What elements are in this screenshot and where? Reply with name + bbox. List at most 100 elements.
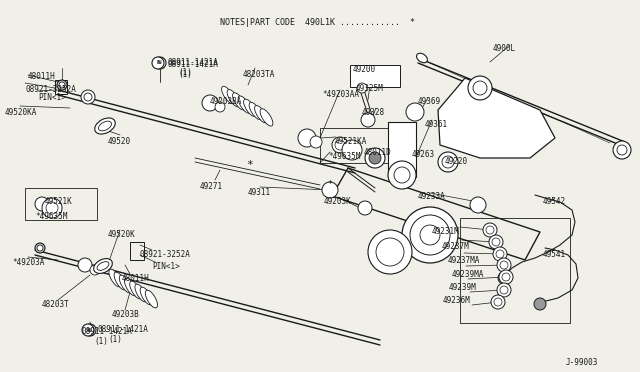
Text: 49239MA: 49239MA bbox=[452, 270, 484, 279]
Ellipse shape bbox=[255, 106, 268, 123]
Bar bbox=[388, 122, 416, 177]
Text: 49520KA: 49520KA bbox=[5, 108, 37, 117]
Circle shape bbox=[500, 261, 508, 269]
Circle shape bbox=[388, 161, 416, 189]
Text: PIN<1>: PIN<1> bbox=[38, 93, 66, 102]
Text: 08911-1421A: 08911-1421A bbox=[168, 60, 219, 69]
Text: 49271: 49271 bbox=[200, 182, 223, 191]
Circle shape bbox=[84, 324, 96, 336]
Circle shape bbox=[369, 152, 381, 164]
Ellipse shape bbox=[145, 290, 157, 308]
Text: 49203K: 49203K bbox=[324, 197, 352, 206]
Text: (1): (1) bbox=[178, 68, 192, 77]
Text: 08921-3252A: 08921-3252A bbox=[25, 85, 76, 94]
Text: 48011H: 48011H bbox=[122, 274, 150, 283]
Ellipse shape bbox=[227, 90, 240, 107]
Ellipse shape bbox=[125, 278, 137, 296]
Text: *49635M: *49635M bbox=[328, 152, 360, 161]
Circle shape bbox=[59, 82, 65, 88]
Text: 49263: 49263 bbox=[412, 150, 435, 159]
Ellipse shape bbox=[93, 259, 113, 273]
Polygon shape bbox=[438, 78, 555, 158]
Text: 49200: 49200 bbox=[353, 65, 376, 74]
Text: 49521KA: 49521KA bbox=[335, 137, 367, 146]
Circle shape bbox=[496, 250, 504, 258]
Circle shape bbox=[402, 207, 458, 263]
Text: *: * bbox=[328, 180, 333, 189]
Text: 49520: 49520 bbox=[108, 137, 131, 146]
Circle shape bbox=[84, 93, 92, 101]
Text: 08921-3252A: 08921-3252A bbox=[140, 250, 191, 259]
Ellipse shape bbox=[99, 121, 111, 131]
Bar bbox=[460, 218, 570, 323]
Text: 49239M: 49239M bbox=[449, 283, 477, 292]
Circle shape bbox=[335, 140, 345, 150]
Circle shape bbox=[376, 238, 404, 266]
Text: N: N bbox=[158, 61, 162, 65]
Circle shape bbox=[37, 245, 43, 251]
Circle shape bbox=[613, 141, 631, 159]
Bar bbox=[320, 128, 400, 163]
Circle shape bbox=[361, 113, 375, 127]
Circle shape bbox=[357, 83, 367, 93]
Text: (1): (1) bbox=[178, 70, 192, 79]
Circle shape bbox=[342, 140, 362, 160]
Text: 4900L: 4900L bbox=[493, 44, 516, 53]
Circle shape bbox=[493, 247, 507, 261]
Circle shape bbox=[332, 137, 348, 153]
Bar bbox=[130, 242, 144, 260]
Text: (1): (1) bbox=[94, 337, 108, 346]
Circle shape bbox=[154, 57, 166, 69]
Circle shape bbox=[42, 198, 62, 218]
Ellipse shape bbox=[95, 118, 115, 134]
Text: 48011D: 48011D bbox=[364, 148, 392, 157]
Circle shape bbox=[82, 324, 94, 336]
Text: 49311: 49311 bbox=[248, 188, 271, 197]
Circle shape bbox=[498, 272, 510, 284]
Circle shape bbox=[406, 103, 424, 121]
Circle shape bbox=[497, 283, 511, 297]
Text: 49521K: 49521K bbox=[45, 197, 73, 206]
Ellipse shape bbox=[221, 86, 234, 104]
Text: 49325M: 49325M bbox=[356, 84, 384, 93]
Bar bbox=[55, 80, 67, 94]
Circle shape bbox=[491, 295, 505, 309]
Text: 49542: 49542 bbox=[543, 197, 566, 206]
Ellipse shape bbox=[260, 109, 273, 126]
Ellipse shape bbox=[109, 269, 121, 287]
Text: (1): (1) bbox=[108, 335, 122, 344]
Circle shape bbox=[202, 95, 218, 111]
Circle shape bbox=[35, 243, 45, 253]
Text: N: N bbox=[86, 327, 90, 333]
Circle shape bbox=[358, 201, 372, 215]
Circle shape bbox=[486, 226, 494, 234]
Ellipse shape bbox=[119, 275, 131, 293]
Bar bbox=[350, 65, 400, 87]
Ellipse shape bbox=[97, 262, 109, 270]
Text: PIN<1>: PIN<1> bbox=[152, 262, 180, 271]
Text: 49369: 49369 bbox=[418, 97, 441, 106]
Circle shape bbox=[365, 148, 385, 168]
Circle shape bbox=[499, 270, 513, 284]
Text: N: N bbox=[156, 61, 160, 65]
Circle shape bbox=[57, 80, 67, 90]
Text: 08911-1421A: 08911-1421A bbox=[98, 325, 149, 334]
Circle shape bbox=[322, 182, 338, 198]
Ellipse shape bbox=[238, 96, 251, 113]
Circle shape bbox=[298, 129, 316, 147]
Text: 49237MA: 49237MA bbox=[448, 256, 481, 265]
Circle shape bbox=[492, 238, 500, 246]
Circle shape bbox=[473, 81, 487, 95]
Circle shape bbox=[617, 145, 627, 155]
Text: 49237M: 49237M bbox=[442, 242, 470, 251]
Ellipse shape bbox=[249, 102, 262, 120]
Text: 08911-1421A: 08911-1421A bbox=[82, 327, 133, 336]
Text: *49203A: *49203A bbox=[12, 258, 44, 267]
Text: *49635M: *49635M bbox=[35, 212, 67, 221]
Circle shape bbox=[46, 202, 58, 214]
Circle shape bbox=[35, 197, 49, 211]
Circle shape bbox=[215, 102, 225, 112]
Circle shape bbox=[438, 152, 458, 172]
Text: 49361: 49361 bbox=[425, 120, 448, 129]
Text: 49203B: 49203B bbox=[112, 310, 140, 319]
